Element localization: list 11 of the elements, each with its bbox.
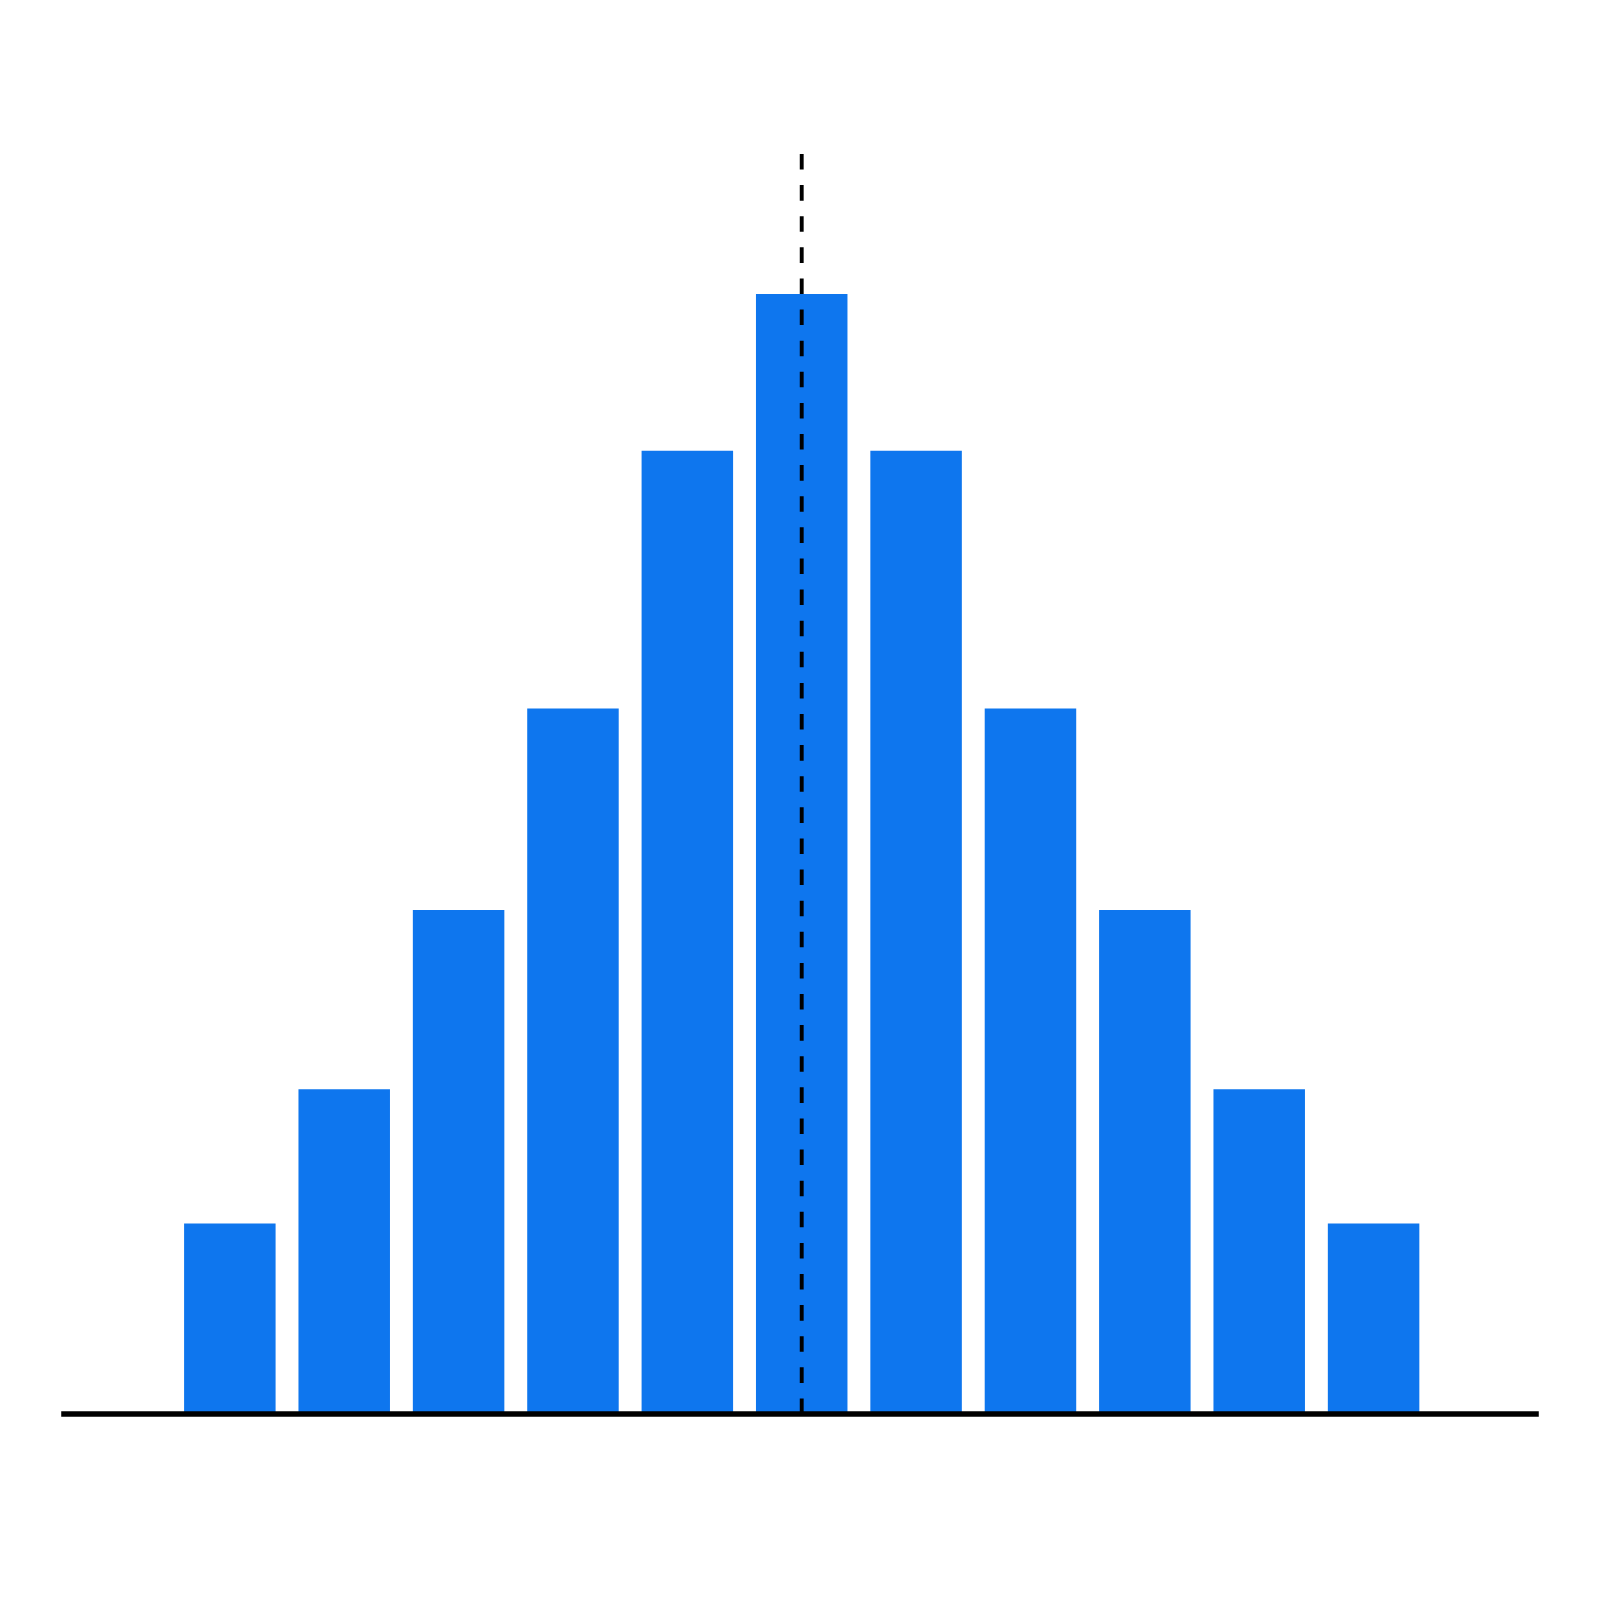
bar (1327, 1223, 1420, 1414)
bar (298, 1089, 390, 1414)
bar (527, 708, 619, 1414)
bar (412, 910, 505, 1414)
bar (755, 294, 848, 1414)
bar (184, 1223, 276, 1414)
bar (984, 708, 1077, 1414)
bar (641, 450, 734, 1414)
bar (870, 450, 962, 1414)
bar (1213, 1089, 1305, 1414)
bar (1099, 910, 1191, 1414)
